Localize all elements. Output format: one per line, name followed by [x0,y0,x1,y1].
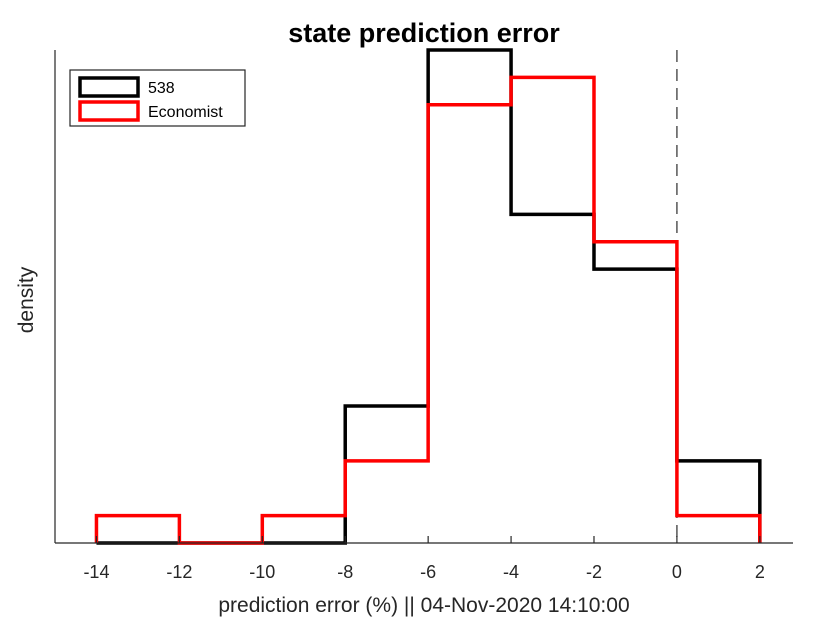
x-axis-label: prediction error (%) || 04-Nov-2020 14:1… [218,594,629,617]
x-tick-label: -2 [586,562,602,582]
legend-swatch-economist [78,100,140,122]
histogram-series-economist [94,75,762,545]
x-tick-label: -6 [420,562,436,582]
x-tick-label: 0 [672,562,682,582]
x-tick-label: -10 [249,562,275,582]
x-axis: -14 -12 -10 -8 -6 -4 -2 0 2 [54,50,793,582]
legend-label-538: 538 [148,80,175,97]
x-tick-label: -8 [337,562,353,582]
legend: 538 Economist [69,69,246,127]
y-axis-label: density [15,266,38,333]
x-tick-label: 2 [755,562,765,582]
chart-title: state prediction error [288,18,560,48]
legend-swatch-538 [78,76,140,98]
x-tick-label: -4 [503,562,519,582]
x-tick-label: -14 [83,562,109,582]
x-tick-label: -12 [166,562,192,582]
legend-label-economist: Economist [148,104,223,121]
